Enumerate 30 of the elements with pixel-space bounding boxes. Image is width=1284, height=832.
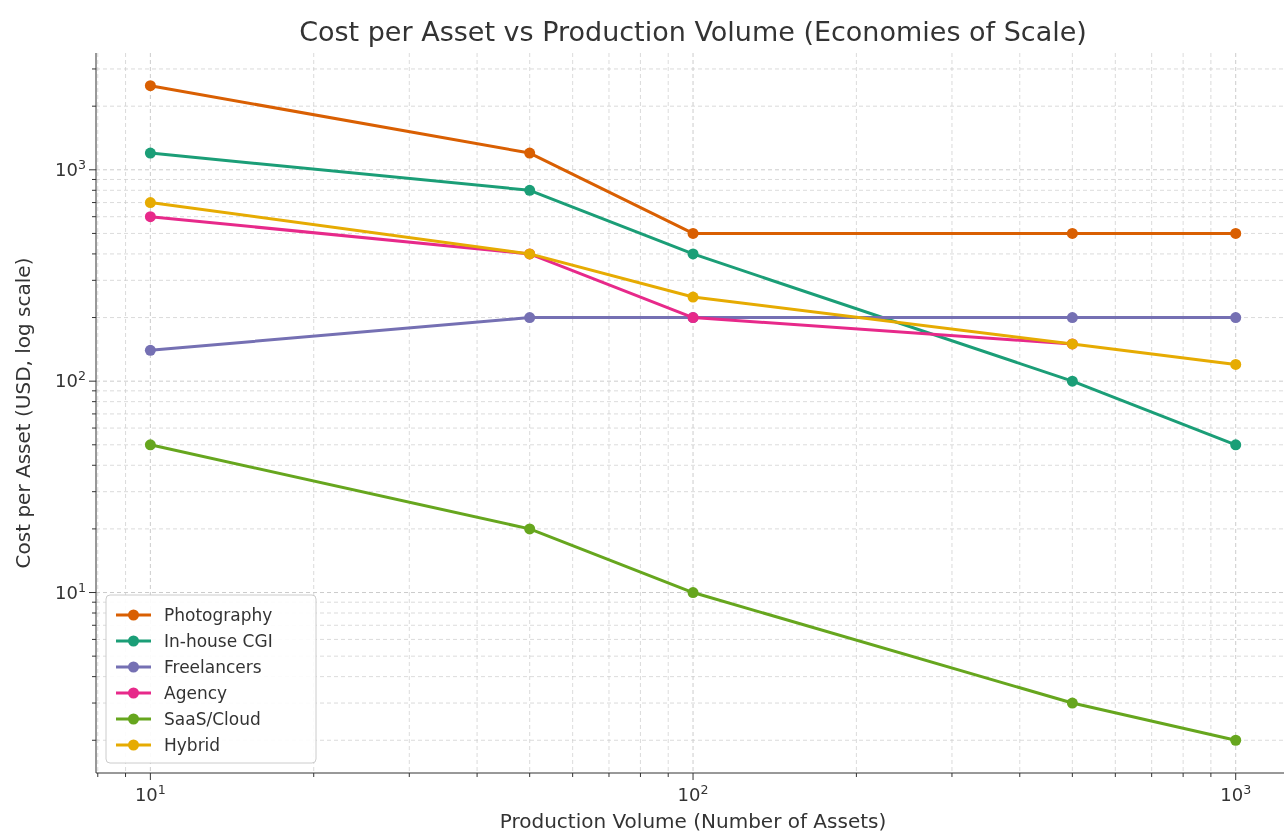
y-tick-label: 10$^{2}$ bbox=[55, 367, 86, 392]
legend-label: SaaS/Cloud bbox=[164, 709, 261, 729]
legend-label: Agency bbox=[164, 683, 228, 703]
point bbox=[687, 291, 699, 303]
point bbox=[687, 227, 699, 239]
legend-label: Hybrid bbox=[164, 735, 221, 755]
y-axis-title: Cost per Asset (USD, log scale) bbox=[11, 257, 35, 569]
chart-title: Cost per Asset vs Production Volume (Economies of Scale) bbox=[299, 16, 1087, 47]
point bbox=[144, 80, 156, 92]
point bbox=[1230, 734, 1242, 746]
legend-label: Freelancers bbox=[164, 657, 262, 677]
point bbox=[1230, 312, 1242, 324]
legend-label: In-house CGI bbox=[164, 631, 273, 651]
point bbox=[687, 587, 699, 599]
legend-label: Photography bbox=[164, 605, 273, 625]
y-tick-label: 10$^{1}$ bbox=[55, 579, 86, 603]
point bbox=[1230, 358, 1242, 370]
point bbox=[687, 248, 699, 260]
point bbox=[144, 344, 156, 356]
y-tick-label: 10$^{3}$ bbox=[55, 156, 86, 180]
x-tick-label: 10$^{3}$ bbox=[1220, 781, 1252, 805]
x-axis-title: Production Volume (Number of Assets) bbox=[499, 809, 887, 832]
x-tick-label: 10$^{1}$ bbox=[134, 781, 166, 805]
x-tick-label: 10$^{2}$ bbox=[677, 781, 709, 805]
point bbox=[144, 147, 156, 159]
point bbox=[1230, 439, 1242, 451]
point bbox=[144, 211, 156, 223]
point bbox=[144, 197, 156, 209]
point bbox=[144, 439, 156, 451]
point bbox=[1230, 227, 1242, 239]
